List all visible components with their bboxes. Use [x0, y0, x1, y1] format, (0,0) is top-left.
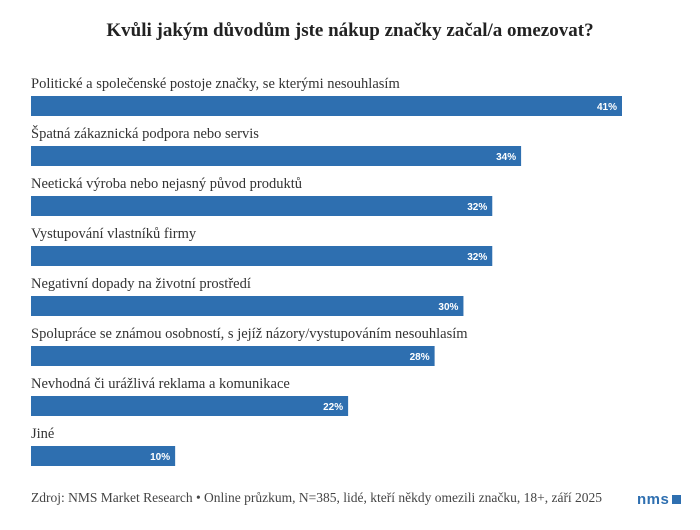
bar — [31, 196, 493, 216]
category-label: Jiné — [31, 426, 54, 442]
value-label: 28% — [410, 352, 430, 363]
value-label: 32% — [467, 202, 487, 213]
bar — [31, 96, 622, 116]
category-label: Politické a společenské postoje značky, … — [31, 76, 400, 92]
chart-title: Kvůli jakým důvodům jste nákup značky za… — [106, 20, 594, 41]
value-label: 10% — [150, 452, 170, 463]
category-label: Špatná zákaznická podpora nebo servis — [31, 125, 259, 142]
category-label: Nevhodná či urážlivá reklama a komunikac… — [31, 376, 290, 392]
value-label: 34% — [496, 152, 516, 163]
category-label: Neetická výroba nebo nejasný původ produ… — [31, 176, 302, 192]
logo-square-icon — [672, 495, 682, 504]
nms-logo: nms — [637, 491, 682, 508]
logo-text: nms — [637, 491, 670, 508]
source-note: Zdroj: NMS Market Research • Online průz… — [31, 490, 603, 505]
value-label: 41% — [597, 102, 617, 113]
category-label: Spolupráce se známou osobností, s jejíž … — [31, 326, 468, 342]
bar — [31, 146, 522, 166]
bar — [31, 446, 176, 466]
value-label: 32% — [467, 252, 487, 263]
category-label: Negativní dopady na životní prostředí — [31, 276, 251, 292]
bar — [31, 296, 464, 316]
bar-chart: Politické a společenské postoje značky, … — [31, 76, 622, 466]
bar — [31, 396, 349, 416]
bar — [31, 346, 435, 366]
bar — [31, 246, 493, 266]
category-label: Vystupování vlastníků firmy — [31, 226, 197, 242]
value-label: 22% — [323, 402, 343, 413]
value-label: 30% — [438, 302, 458, 313]
